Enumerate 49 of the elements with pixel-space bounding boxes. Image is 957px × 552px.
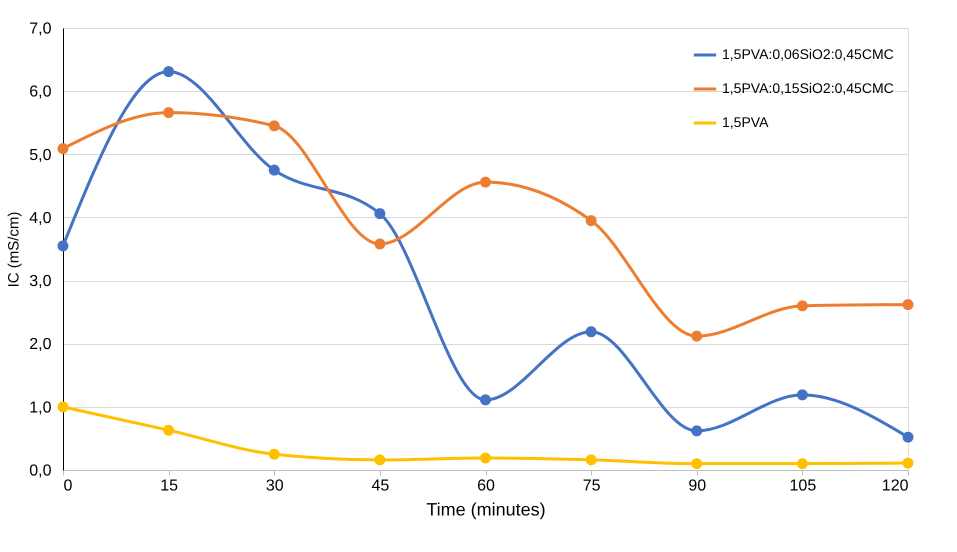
x-tick-label: 120	[882, 478, 909, 494]
point	[480, 176, 491, 188]
x-tick-label: 90	[688, 478, 706, 494]
point	[586, 454, 597, 466]
point	[480, 452, 491, 464]
x-axis-title: Time (minutes)	[426, 500, 546, 520]
point	[58, 401, 68, 412]
point	[163, 107, 174, 118]
point	[691, 458, 702, 470]
x-tick-label: 30	[266, 478, 284, 494]
x-tick-label: 60	[477, 478, 495, 494]
y-tick-label: 1,0	[29, 399, 52, 416]
x-tick-label: 0	[64, 478, 72, 494]
y-tick-label: 5,0	[29, 146, 52, 164]
point	[58, 240, 68, 252]
point	[796, 300, 808, 312]
point	[374, 208, 386, 220]
point	[374, 238, 386, 250]
point	[163, 66, 174, 78]
point	[268, 120, 280, 132]
y-axis-title: IC (mS/cm)	[5, 212, 22, 288]
point	[586, 215, 597, 226]
y-tick-label: 3,0	[29, 273, 52, 290]
point	[480, 394, 491, 406]
point	[902, 432, 914, 443]
point	[268, 164, 280, 176]
point	[691, 330, 702, 342]
x-tick-label: 105	[790, 478, 816, 494]
point	[796, 389, 808, 400]
legend-label: 1,5PVA	[722, 114, 770, 130]
point	[796, 458, 808, 470]
y-tick-label: 6,0	[29, 84, 52, 101]
legend-label: 1,5PVA:0,15SiO2:0,45CMC	[722, 80, 894, 96]
y-tick-label: 0,0	[29, 462, 52, 480]
point	[268, 448, 280, 460]
point	[163, 424, 174, 436]
y-tick-label: 7,0	[29, 20, 52, 38]
y-tick-label: 4,0	[29, 210, 52, 227]
y-tick-label: 2,0	[29, 336, 52, 354]
point	[58, 143, 68, 154]
legend-label: 1,5PVA:0,06SiO2:0,45CMC	[722, 46, 894, 62]
point	[902, 299, 914, 310]
point	[586, 326, 597, 338]
x-tick-label: 45	[371, 478, 390, 494]
point	[902, 458, 914, 469]
x-tick-label: 15	[160, 478, 178, 494]
x-tick-label: 75	[582, 478, 601, 494]
point	[374, 454, 386, 466]
point	[691, 425, 702, 436]
